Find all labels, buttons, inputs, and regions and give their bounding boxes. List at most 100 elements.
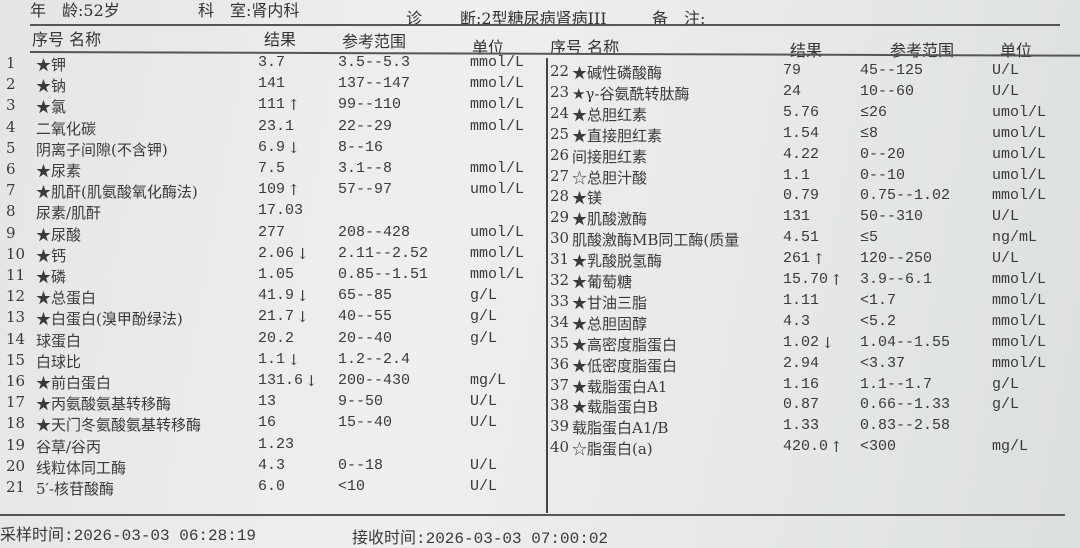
row-number: 21 xyxy=(6,478,26,496)
reference-range: 3.5--5.3 xyxy=(338,54,411,71)
test-name: 尿素/肌酐 xyxy=(36,204,102,223)
test-name: 间接胆红素 xyxy=(572,147,648,166)
test-result: 2.94 xyxy=(783,354,820,372)
test-result: 111 xyxy=(258,96,286,114)
test-name: ☆总胆汁酸 xyxy=(572,168,648,187)
test-unit: U/L xyxy=(992,62,1020,79)
row-number: 37 xyxy=(550,375,570,394)
reference-range: 0--20 xyxy=(860,145,906,163)
abnormal-flag: ↓ xyxy=(296,308,309,327)
row-number: 8 xyxy=(6,202,16,221)
row-number: 25 xyxy=(550,124,570,143)
row-number: 39 xyxy=(550,417,570,436)
test-unit: U/L xyxy=(992,250,1020,268)
test-name: ★钙 xyxy=(36,246,67,265)
test-unit: umol/L xyxy=(470,223,525,241)
reference-range: ≤8 xyxy=(860,124,879,142)
row-number: 22 xyxy=(550,62,570,80)
reference-range: 120--250 xyxy=(860,250,933,268)
test-result: 4.51 xyxy=(783,229,820,247)
test-unit: U/L xyxy=(470,393,498,411)
row-number: 17 xyxy=(6,393,26,412)
test-unit: mmol/L xyxy=(470,244,525,262)
reference-range: <300 xyxy=(860,438,897,456)
reference-range: 15--40 xyxy=(338,414,393,432)
test-result: 1.1 xyxy=(258,350,286,368)
patient-age: 年 龄:52岁 xyxy=(30,1,120,20)
reference-range: 40--55 xyxy=(338,308,393,326)
test-name: ★钾 xyxy=(36,56,67,74)
test-unit: mmol/L xyxy=(470,117,525,135)
reference-range: 200--430 xyxy=(338,372,411,389)
test-unit: mmol/L xyxy=(470,96,525,114)
test-unit: mmol/L xyxy=(470,160,525,177)
row-number: 35 xyxy=(550,333,570,352)
test-name: 5′-核苷酸酶 xyxy=(36,480,115,498)
test-name: ★碱性磷酸酶 xyxy=(572,64,663,82)
test-result: 6.9 xyxy=(258,138,286,156)
test-result: 79 xyxy=(783,62,802,79)
test-result: 1.33 xyxy=(783,417,820,435)
footer-divider xyxy=(0,514,1065,516)
reference-range: 22--29 xyxy=(338,117,393,135)
test-name: ★肌酐(肌氨酸氧化酶法) xyxy=(36,183,198,202)
test-result: 24 xyxy=(783,82,802,100)
row-number: 26 xyxy=(550,145,570,164)
test-name: ★总蛋白 xyxy=(36,289,97,308)
abnormal-flag: ↓ xyxy=(296,287,309,306)
reference-range: <3.37 xyxy=(860,354,906,372)
test-unit: mmol/L xyxy=(470,75,525,93)
reference-range: 0.66--1.33 xyxy=(860,396,951,414)
row-number: 20 xyxy=(6,456,26,475)
reference-range: 57--97 xyxy=(338,181,393,199)
test-result: 4.22 xyxy=(783,145,820,163)
reference-range: 1.1--1.7 xyxy=(860,375,933,393)
reference-range: 65--85 xyxy=(338,287,393,305)
test-name: ★总胆固醇 xyxy=(572,314,648,333)
test-name: ★载脂蛋白B xyxy=(572,398,659,417)
row-number: 3 xyxy=(6,96,16,115)
test-unit: mmol/L xyxy=(992,187,1047,205)
test-unit: umol/L xyxy=(992,166,1047,184)
patient-department: 科 室:肾内科 xyxy=(198,1,300,20)
col-header-range-left: 参考范围 xyxy=(342,32,407,51)
abnormal-flag: ↑ xyxy=(830,438,843,457)
abnormal-flag: ↓ xyxy=(287,138,300,157)
test-unit: mg/L xyxy=(470,372,507,389)
test-unit: U/L xyxy=(470,478,498,495)
reference-range: <1.7 xyxy=(860,291,897,309)
test-unit: g/L xyxy=(470,308,498,326)
column-divider xyxy=(546,58,548,513)
test-result: 4.3 xyxy=(258,456,286,474)
abnormal-flag: ↓ xyxy=(305,372,318,390)
test-name: ★载脂蛋白A1 xyxy=(572,377,668,396)
test-result: 1.02 xyxy=(783,333,820,351)
abnormal-flag: ↓ xyxy=(287,350,300,369)
test-name: ★总胆红素 xyxy=(572,105,648,124)
test-name: ★甘油三脂 xyxy=(572,293,648,312)
row-number: 40 xyxy=(550,438,570,457)
reference-range: 137--147 xyxy=(338,75,411,93)
abnormal-flag: ↓ xyxy=(296,244,309,263)
test-result: 17.03 xyxy=(258,202,304,220)
row-number: 4 xyxy=(6,117,16,136)
test-name: ★丙氨酸氨基转移酶 xyxy=(36,395,172,414)
col-header-range-right: 参考范围 xyxy=(890,41,955,60)
row-number: 12 xyxy=(6,287,26,306)
test-result: 261 xyxy=(783,250,811,268)
test-name: 二氧化碳 xyxy=(36,119,97,138)
reference-range: ≤5 xyxy=(860,229,879,247)
row-number: 24 xyxy=(550,103,570,122)
test-result: 5.76 xyxy=(783,103,820,121)
test-unit: mmol/L xyxy=(992,354,1047,372)
test-name: ★磷 xyxy=(36,268,67,286)
test-unit: U/L xyxy=(992,82,1020,100)
reference-range: 0.83--2.58 xyxy=(860,417,951,435)
row-number: 15 xyxy=(6,350,26,369)
row-number: 6 xyxy=(6,160,16,178)
test-unit: ng/mL xyxy=(992,229,1038,247)
test-result: 21.7 xyxy=(258,308,295,326)
test-unit: g/L xyxy=(992,375,1020,393)
row-number: 33 xyxy=(550,291,570,310)
reference-range: 1.2--2.4 xyxy=(338,350,411,368)
